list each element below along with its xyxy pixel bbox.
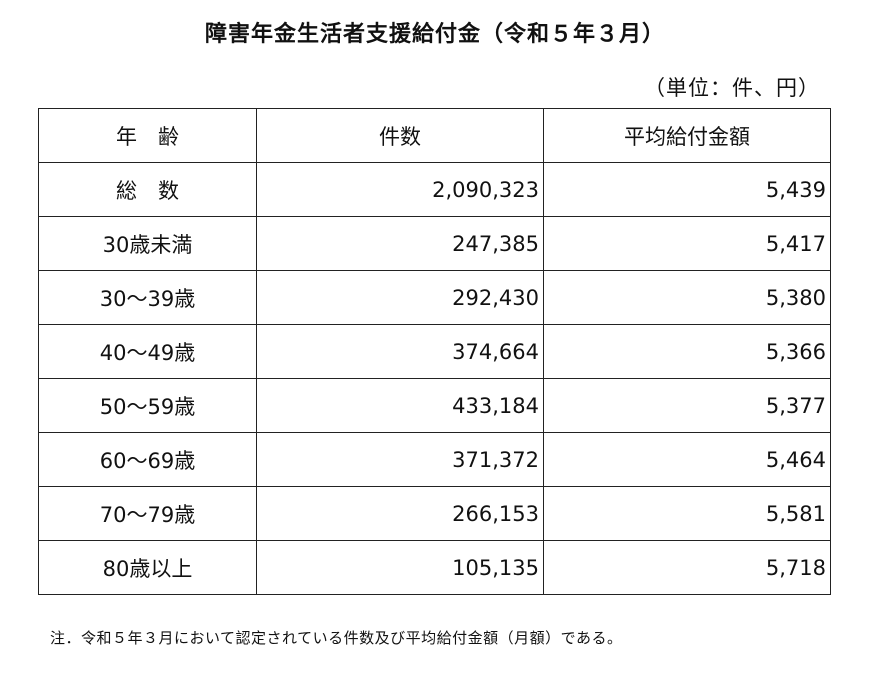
page-title: 障害年金生活者支援給付金（令和５年３月） — [204, 22, 665, 47]
data-table: 年 齢 件数 平均給付金額 総 数 2,090,323 5,439 30歳未満 … — [38, 108, 831, 595]
count-cell: 433,184 — [256, 378, 544, 433]
table-header-row: 年 齢 件数 平均給付金額 — [38, 108, 831, 163]
count-cell: 2,090,323 — [256, 162, 544, 217]
header-count: 件数 — [256, 108, 544, 163]
average-cell: 5,439 — [543, 162, 831, 217]
footnote: 注．令和５年３月において認定されている件数及び平均給付金額（月額）である。 — [50, 629, 623, 647]
count-cell: 371,372 — [256, 432, 544, 487]
table-row: 50～59歳 433,184 5,377 — [38, 378, 831, 433]
table-row: 70～79歳 266,153 5,581 — [38, 486, 831, 541]
table-row: 30歳未満 247,385 5,417 — [38, 216, 831, 271]
age-cell: 30歳未満 — [38, 216, 257, 271]
header-age: 年 齢 — [38, 108, 257, 163]
count-cell: 374,664 — [256, 324, 544, 379]
age-cell: 80歳以上 — [38, 540, 257, 595]
average-cell: 5,380 — [543, 270, 831, 325]
age-cell: 50～59歳 — [38, 378, 257, 433]
average-cell: 5,417 — [543, 216, 831, 271]
age-cell: 40～49歳 — [38, 324, 257, 379]
count-cell: 266,153 — [256, 486, 544, 541]
count-cell: 247,385 — [256, 216, 544, 271]
count-cell: 292,430 — [256, 270, 544, 325]
table-row: 60～69歳 371,372 5,464 — [38, 432, 831, 487]
average-cell: 5,366 — [543, 324, 831, 379]
age-cell: 総 数 — [38, 162, 257, 217]
table-row: 40～49歳 374,664 5,366 — [38, 324, 831, 379]
age-cell: 60～69歳 — [38, 432, 257, 487]
table-row: 総 数 2,090,323 5,439 — [38, 162, 831, 217]
average-cell: 5,377 — [543, 378, 831, 433]
age-cell: 30～39歳 — [38, 270, 257, 325]
average-cell: 5,718 — [543, 540, 831, 595]
table-row: 80歳以上 105,135 5,718 — [38, 540, 831, 595]
average-cell: 5,581 — [543, 486, 831, 541]
unit-label: （単位：件、円） — [644, 76, 820, 100]
header-average: 平均給付金額 — [543, 108, 831, 163]
count-cell: 105,135 — [256, 540, 544, 595]
age-cell: 70～79歳 — [38, 486, 257, 541]
average-cell: 5,464 — [543, 432, 831, 487]
table-row: 30～39歳 292,430 5,380 — [38, 270, 831, 325]
